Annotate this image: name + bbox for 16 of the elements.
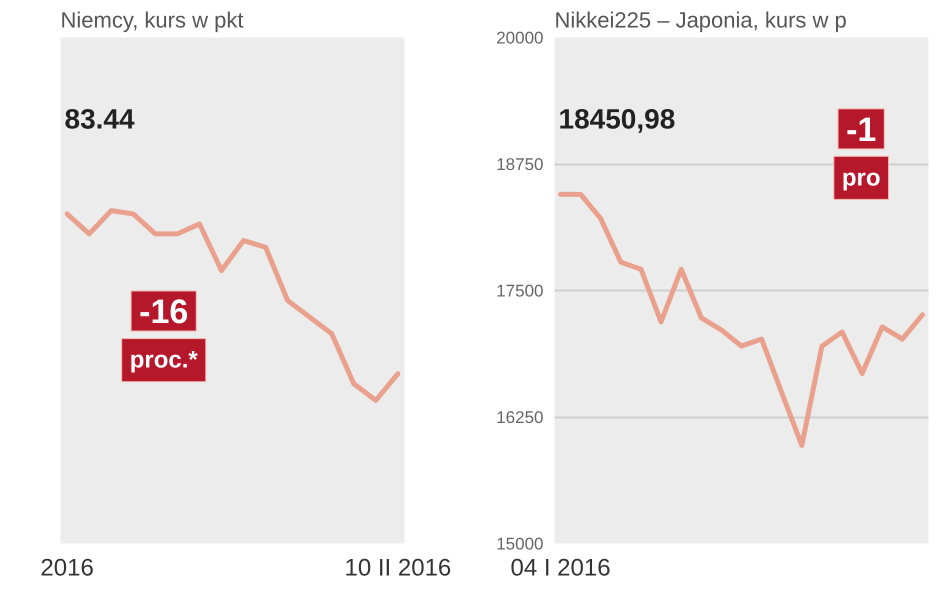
chart-title: Nikkei225 – Japonia, kurs w p	[554, 8, 847, 32]
annotation: proc.*	[130, 346, 198, 374]
x-tick-label: 2016	[40, 554, 94, 582]
annotation: 18450,98	[558, 104, 676, 135]
annotation: pro	[842, 164, 881, 192]
y-tick-label: 15000	[496, 534, 544, 554]
x-tick-label: 10 II 2016	[344, 554, 452, 582]
y-tick-label: 20000	[496, 28, 544, 48]
x-tick-label: 04 I 2016	[510, 554, 611, 582]
annotation: -1	[846, 110, 876, 149]
text: 83.44	[64, 104, 135, 135]
y-tick-label: 16250	[496, 408, 544, 427]
annotation: -16	[139, 292, 188, 331]
y-tick-label: 18750	[496, 155, 544, 174]
y-tick-label: 17500	[496, 282, 544, 300]
chart-title: Niemcy, kurs w pkt	[60, 8, 244, 32]
